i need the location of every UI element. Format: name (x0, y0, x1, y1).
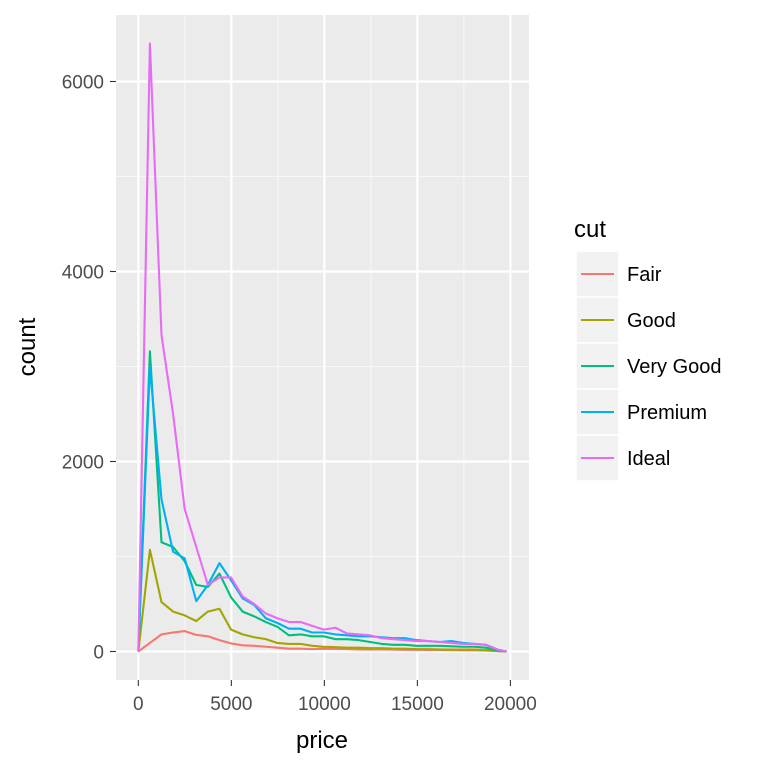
y-axis-title: count (14, 317, 41, 376)
x-tick-label: 10000 (298, 694, 351, 715)
minor-gridlines (116, 15, 529, 680)
y-tick-label: 4000 (62, 263, 104, 284)
y-tick-labels: 0 2000 4000 6000 (62, 73, 104, 664)
x-tick-label: 15000 (391, 694, 444, 715)
y-tick-label: 2000 (62, 453, 104, 474)
x-tick-label: 20000 (484, 694, 537, 715)
x-axis-title: price (296, 727, 348, 754)
plot-panel (116, 15, 529, 680)
x-tick-label: 5000 (210, 694, 252, 715)
legend-label-good: Good (627, 310, 676, 332)
y-tick-label: 6000 (62, 73, 104, 94)
legend-label-ideal: Ideal (627, 448, 670, 470)
y-tick-label: 0 (93, 643, 104, 664)
legend-items: Fair Good Very Good Premium Ideal (575, 250, 722, 482)
legend-label-very-good: Very Good (627, 356, 722, 378)
legend: cut Fair Good Very Good Premium Ideal (574, 216, 722, 482)
series-lines (137, 42, 507, 653)
axis-ticks (110, 80, 511, 686)
x-tick-label: 0 (133, 694, 144, 715)
series-line-premium (137, 365, 507, 653)
legend-label-fair: Fair (627, 264, 662, 286)
legend-label-premium: Premium (627, 402, 707, 424)
legend-title: cut (574, 216, 606, 243)
series-line-ideal (137, 42, 507, 653)
major-gridlines (116, 15, 529, 680)
series-line-good (137, 548, 507, 653)
series-line-very-good (137, 350, 507, 653)
x-tick-labels: 0 5000 10000 15000 20000 (133, 694, 537, 715)
